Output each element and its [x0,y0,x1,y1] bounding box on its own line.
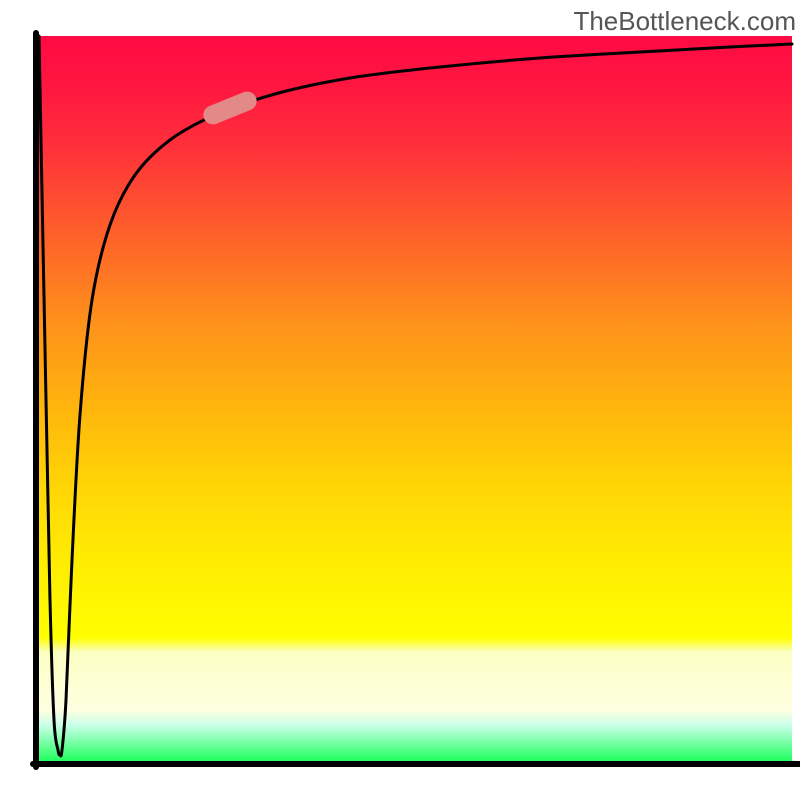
watermark-text: TheBottleneck.com [573,6,796,37]
plot-background [35,36,792,761]
